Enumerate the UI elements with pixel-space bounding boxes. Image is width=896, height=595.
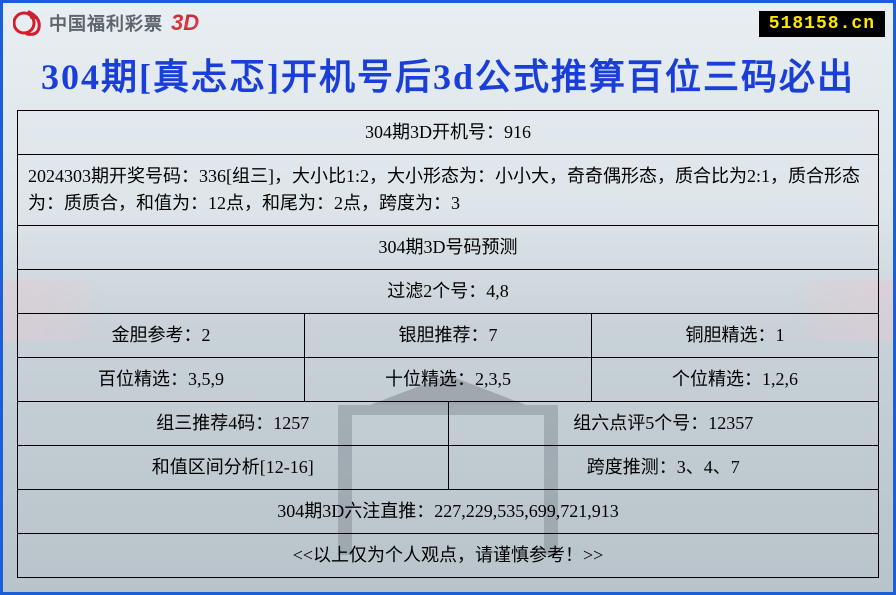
brand-text: 中国福利彩票 xyxy=(49,10,163,36)
cell-zu3: 组三推荐4码：1257 xyxy=(18,402,449,446)
forecast-table-2: 组三推荐4码：1257 组六点评5个号：12357 和值区间分析[12-16] … xyxy=(17,402,879,578)
cell-kaiji: 304期3D开机号：916 xyxy=(18,111,879,155)
page-title: 304期[真忐忑]开机号后3d公式推算百位三码必出 xyxy=(3,42,893,110)
table-row: 304期3D六注直推：227,229,535,699,721,913 xyxy=(18,490,879,534)
cell-footer: <<以上仅为个人观点，请谨慎参考！>> xyxy=(18,534,879,578)
table-row: 过滤2个号：4,8 xyxy=(18,270,879,314)
lottery-logo-icon xyxy=(13,8,43,38)
cell-bai: 百位精选：3,5,9 xyxy=(18,358,305,402)
cell-kuadu: 跨度推测：3、4、7 xyxy=(448,446,879,490)
cell-direct: 304期3D六注直推：227,229,535,699,721,913 xyxy=(18,490,879,534)
cell-forecast-title: 304期3D号码预测 xyxy=(18,226,879,270)
table-row: <<以上仅为个人观点，请谨慎参考！>> xyxy=(18,534,879,578)
table-row: 2024303期开奖号码：336[组三]，大小比1:2，大小形态为：小小大，奇奇… xyxy=(18,155,879,226)
cell-silver-dan: 银胆推荐：7 xyxy=(304,314,591,358)
cell-ge: 个位精选：1,2,6 xyxy=(591,358,878,402)
data-table-wrap: 304期3D开机号：916 2024303期开奖号码：336[组三]，大小比1:… xyxy=(3,110,893,592)
cell-gold-dan: 金胆参考：2 xyxy=(18,314,305,358)
header: 中国福利彩票 3D 518158.cn xyxy=(3,3,893,42)
cell-shi: 十位精选：2,3,5 xyxy=(304,358,591,402)
table-row: 金胆参考：2 银胆推荐：7 铜胆精选：1 xyxy=(18,314,879,358)
table-row: 和值区间分析[12-16] 跨度推测：3、4、7 xyxy=(18,446,879,490)
table-row: 百位精选：3,5,9 十位精选：2,3,5 个位精选：1,2,6 xyxy=(18,358,879,402)
cell-hezhi: 和值区间分析[12-16] xyxy=(18,446,449,490)
main-frame: 中国福利彩票 3D 518158.cn 304期[真忐忑]开机号后3d公式推算百… xyxy=(0,0,896,595)
forecast-table: 304期3D开机号：916 2024303期开奖号码：336[组三]，大小比1:… xyxy=(17,110,879,402)
cell-prev-summary: 2024303期开奖号码：336[组三]，大小比1:2，大小形态为：小小大，奇奇… xyxy=(18,155,879,226)
cell-bronze-dan: 铜胆精选：1 xyxy=(591,314,878,358)
table-row: 组三推荐4码：1257 组六点评5个号：12357 xyxy=(18,402,879,446)
logo-block: 中国福利彩票 3D xyxy=(13,8,199,38)
table-row: 304期3D号码预测 xyxy=(18,226,879,270)
cell-filter: 过滤2个号：4,8 xyxy=(18,270,879,314)
brand-3d-icon: 3D xyxy=(171,10,199,36)
site-badge: 518158.cn xyxy=(759,11,885,37)
table-row: 304期3D开机号：916 xyxy=(18,111,879,155)
cell-zu6: 组六点评5个号：12357 xyxy=(448,402,879,446)
